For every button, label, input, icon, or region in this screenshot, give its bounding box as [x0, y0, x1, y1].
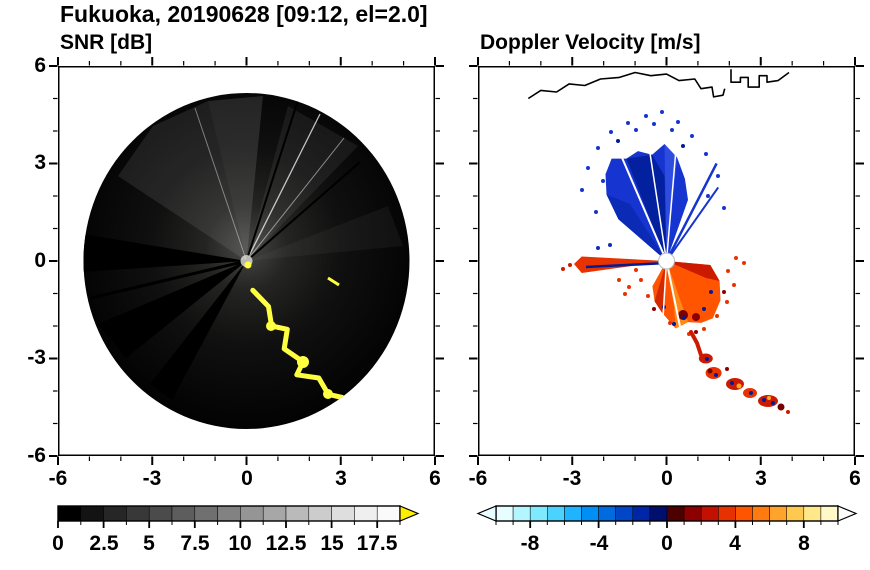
radar-center-gap [658, 252, 675, 270]
velocity-frame [478, 66, 855, 456]
velocity-echo-tail [689, 330, 790, 414]
velocity-cbar-label: -4 [589, 532, 609, 555]
velocity-cbar-label: 4 [729, 532, 741, 555]
velocity-cbar-label: -8 [520, 532, 540, 555]
snr-cbar-label: 5 [143, 532, 155, 555]
velocity-plot [469, 57, 864, 465]
velocity-cbar-label: 8 [798, 532, 810, 555]
velocity-cbar-label: 0 [661, 532, 673, 555]
velocity-xtick-label: -6 [468, 467, 488, 490]
snr-beam-streaks [83, 96, 403, 400]
snr-cbar-label: 2.5 [89, 532, 119, 555]
snr-ytick-label: 0 [34, 249, 46, 272]
snr-cbar-label: 15 [320, 532, 344, 555]
coastline-icon [527, 71, 726, 100]
snr-ytick-label: 3 [34, 151, 46, 174]
velocity-xtick-label: 0 [661, 467, 673, 490]
velocity-xtick-label: 6 [849, 467, 861, 490]
snr-cbar-label: 0 [52, 532, 64, 555]
snr-cbar-label: 12.5 [265, 532, 307, 555]
snr-ytick-label: -3 [27, 346, 46, 369]
snr-panel-title: SNR [dB] [60, 31, 153, 54]
snr-ytick-label: -6 [27, 444, 46, 467]
snr-cbar-label: 10 [228, 532, 252, 555]
harbor-outline-icon [310, 69, 370, 88]
velocity-xtick-label: -3 [562, 467, 582, 490]
velocity-xtick-label: 3 [755, 467, 767, 490]
snr-cbar-label: 17.5 [356, 532, 398, 555]
snr-colorbar [57, 505, 420, 528]
snr-cbar-label: 7.5 [180, 532, 210, 555]
snr-xtick-label: 0 [241, 467, 253, 490]
figure-title: Fukuoka, 20190628 [09:12, el=2.0] [60, 1, 428, 27]
snr-xtick-label: -6 [48, 467, 68, 490]
harbor-outline-icon [730, 69, 790, 88]
snr-xtick-label: 3 [335, 467, 347, 490]
snr-ytick-label: 6 [34, 54, 46, 77]
velocity-positive-lobe [561, 256, 746, 336]
coastline-icon [107, 71, 306, 100]
snr-plot [49, 57, 444, 465]
snr-high-echo [240, 255, 345, 400]
velocity-panel-title: Doppler Velocity [m/s] [480, 31, 701, 54]
velocity-colorbar [476, 505, 858, 528]
velocity-negative-fan [580, 110, 726, 262]
snr-xtick-label: 6 [429, 467, 441, 490]
snr-frame [58, 66, 435, 456]
snr-xtick-label: -3 [142, 467, 162, 490]
